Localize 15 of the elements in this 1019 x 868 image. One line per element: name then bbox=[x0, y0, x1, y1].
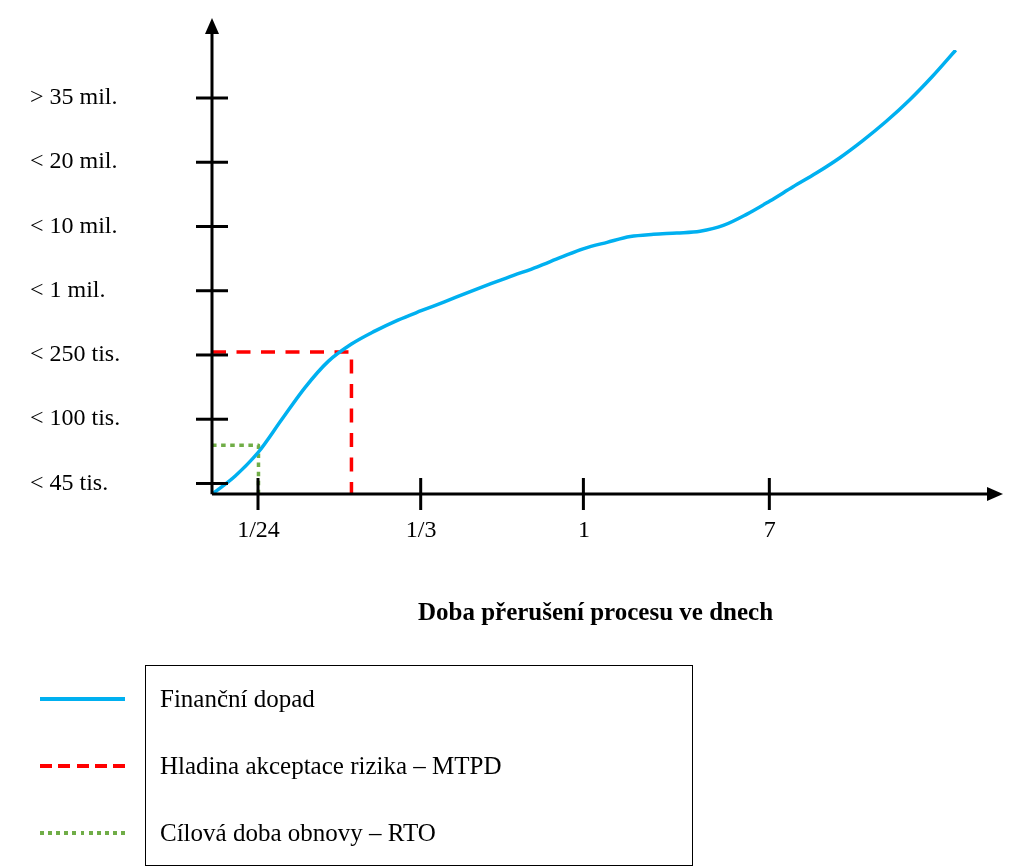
text: < 20 mil. bbox=[30, 147, 118, 174]
legend-label: Cílová doba obnovy – RTO bbox=[160, 818, 436, 847]
text: < 10 mil. bbox=[30, 211, 118, 238]
legend-label: Finanční dopad bbox=[160, 684, 315, 713]
text: < 45 tis. bbox=[30, 468, 109, 495]
x-tick-label: 7 bbox=[763, 515, 776, 542]
text: < 100 tis. bbox=[30, 404, 121, 431]
x-tick-label: 1/3 bbox=[405, 515, 437, 542]
text: > 35 mil. bbox=[30, 83, 118, 110]
x-axis-title: Doba přerušení procesu ve dnech bbox=[417, 598, 774, 626]
x-tick-label: 1 bbox=[577, 515, 590, 542]
text: < 1 mil. bbox=[30, 275, 106, 302]
text: < 250 tis. bbox=[30, 340, 121, 367]
legend-label: Hladina akceptace rizika – MTPD bbox=[160, 751, 502, 780]
x-tick-label: 1/24 bbox=[237, 515, 280, 542]
